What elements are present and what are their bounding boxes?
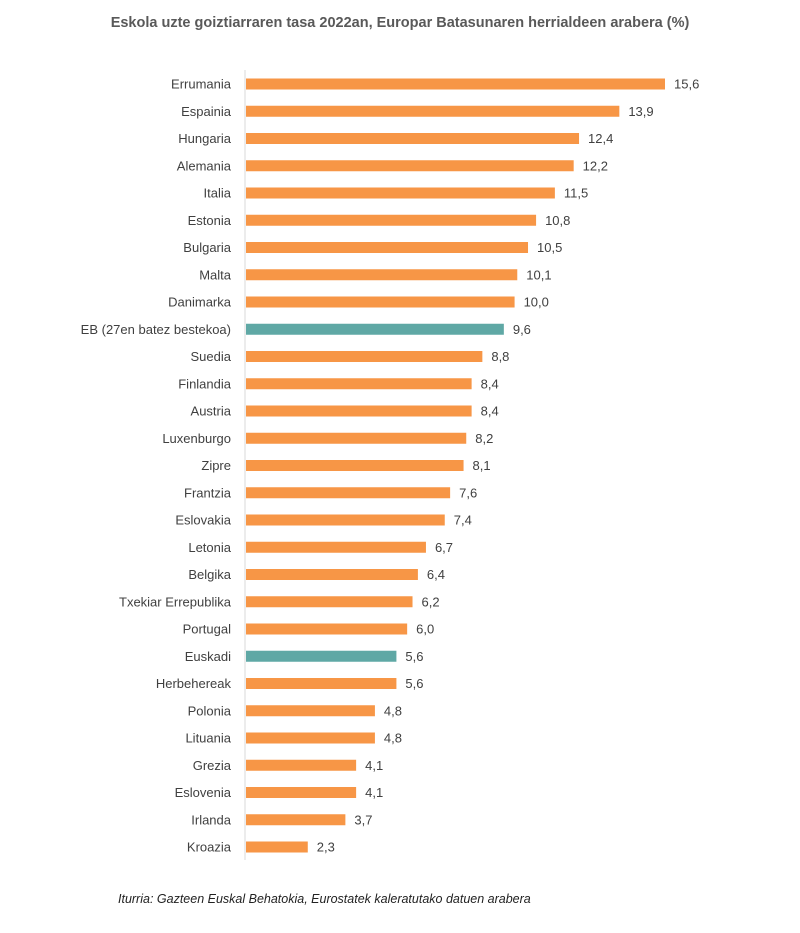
category-label: Eslovakia: [175, 513, 231, 528]
bar: [246, 432, 467, 444]
category-label: Polonia: [188, 703, 232, 718]
bar: [246, 678, 397, 689]
category-label: Frantzia: [184, 485, 232, 500]
category-label: Estonia: [188, 213, 232, 228]
data-label: 8,1: [473, 458, 491, 473]
data-label: 5,6: [405, 676, 423, 691]
data-label: 11,5: [564, 186, 588, 201]
bar: [246, 759, 357, 771]
bar: [246, 187, 555, 199]
bar: [246, 242, 529, 253]
data-label: 2,3: [317, 840, 335, 855]
category-label: Irlanda: [191, 812, 232, 827]
bar: [246, 623, 408, 635]
bar: [246, 487, 451, 499]
bar: [246, 705, 375, 717]
bar: [246, 214, 537, 226]
bar: [246, 596, 413, 608]
category-label: Hungaria: [178, 131, 232, 146]
data-label: 4,1: [365, 758, 383, 773]
bar: [246, 105, 620, 117]
category-label: Alemania: [177, 158, 232, 173]
category-label: Kroazia: [187, 840, 232, 855]
data-label: 6,7: [435, 540, 453, 555]
data-label: 6,4: [427, 567, 445, 582]
data-label: 9,6: [513, 322, 531, 337]
data-label: 5,6: [405, 649, 423, 664]
category-label: Austria: [191, 404, 232, 419]
category-label: Herbehereak: [156, 676, 232, 691]
bar: [246, 814, 346, 826]
category-label: Portugal: [183, 622, 232, 637]
category-label: Italia: [204, 186, 232, 201]
category-label: Espainia: [181, 104, 232, 119]
data-label: 8,2: [475, 431, 493, 446]
data-label: 13,9: [628, 104, 653, 119]
category-label: Luxenburgo: [162, 431, 231, 446]
bar: [246, 460, 464, 471]
bar: [246, 732, 375, 744]
bar: [246, 378, 472, 390]
data-label: 7,4: [454, 513, 472, 528]
category-label: Lituania: [185, 731, 231, 746]
data-label: 6,0: [416, 622, 434, 637]
category-label: Txekiar Errepublika: [119, 594, 232, 609]
category-label: Danimarka: [168, 295, 232, 310]
bar: [246, 160, 574, 172]
chart-title: Eskola uzte goiztiarraren tasa 2022an, E…: [110, 15, 690, 31]
category-label: Malta: [199, 267, 232, 282]
data-label: 8,8: [491, 349, 509, 364]
category-label: Zipre: [201, 458, 231, 473]
data-label: 10,0: [524, 295, 549, 310]
bar: [246, 405, 472, 417]
data-label: 7,6: [459, 485, 477, 500]
category-label: Bulgaria: [183, 240, 231, 255]
bar: [246, 569, 418, 580]
data-label: 8,4: [481, 404, 499, 419]
bar: [246, 296, 515, 308]
category-label: EB (27en batez bestekoa): [81, 322, 231, 337]
bar: [246, 650, 397, 662]
bar: [246, 787, 357, 798]
bar: [246, 133, 580, 144]
category-label: Errumania: [171, 77, 232, 92]
bar: [246, 351, 483, 362]
data-label: 4,1: [365, 785, 383, 800]
category-label: Belgika: [188, 567, 231, 582]
data-label: 15,6: [674, 77, 699, 92]
data-label: 8,4: [481, 376, 499, 391]
bar: [246, 541, 426, 553]
category-label: Suedia: [191, 349, 232, 364]
data-label: 12,4: [588, 131, 613, 146]
bar: [246, 514, 445, 526]
bar: [246, 841, 308, 853]
source-note: Iturria: Gazteen Euskal Behatokia, Euros…: [118, 892, 531, 906]
category-label: Euskadi: [185, 649, 231, 664]
category-label: Letonia: [188, 540, 231, 555]
data-label: 6,2: [422, 594, 440, 609]
data-label: 10,8: [545, 213, 570, 228]
data-label: 3,7: [354, 812, 372, 827]
bar: [246, 323, 504, 335]
data-label: 10,1: [526, 267, 551, 282]
category-label: Grezia: [193, 758, 232, 773]
data-label: 12,2: [583, 158, 608, 173]
bar: [246, 78, 665, 90]
bar: [246, 269, 518, 281]
data-label: 4,8: [384, 703, 402, 718]
category-label: Finlandia: [178, 376, 232, 391]
category-label: Eslovenia: [175, 785, 232, 800]
data-label: 4,8: [384, 731, 402, 746]
data-label: 10,5: [537, 240, 562, 255]
